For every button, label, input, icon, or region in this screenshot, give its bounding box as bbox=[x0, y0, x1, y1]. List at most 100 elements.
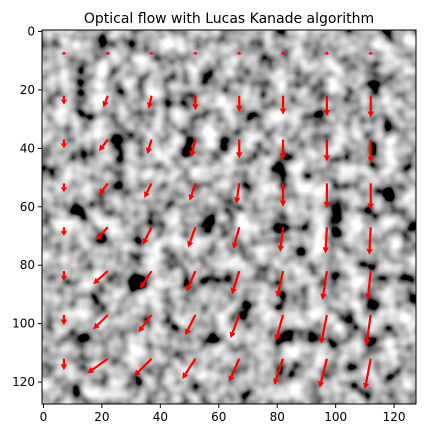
flow-arrow bbox=[188, 183, 197, 201]
flow-arrow-head bbox=[192, 53, 199, 55]
flow-arrow-head bbox=[182, 372, 189, 380]
x-tick-label: 20 bbox=[94, 410, 109, 424]
flow-arrow-head bbox=[144, 191, 150, 198]
y-tick-label: 0 bbox=[27, 24, 35, 38]
flow-arrow-head bbox=[367, 53, 374, 55]
flow-arrow-shaft bbox=[186, 314, 197, 331]
flow-arrow bbox=[279, 139, 287, 160]
flow-arrow-head bbox=[236, 105, 243, 112]
flow-arrow-head bbox=[236, 152, 243, 159]
flow-arrow bbox=[192, 51, 199, 55]
flow-arrow-head bbox=[148, 53, 155, 55]
flow-arrow-shaft bbox=[137, 357, 153, 373]
flow-arrow bbox=[317, 358, 328, 388]
flow-arrow-head bbox=[231, 242, 239, 249]
flow-arrow-head bbox=[323, 155, 331, 162]
flow-arrow bbox=[275, 270, 285, 298]
flow-arrow-shaft bbox=[146, 182, 153, 194]
flow-arrow bbox=[236, 95, 243, 112]
flow-arrow-head bbox=[323, 53, 331, 55]
flow-arrow bbox=[320, 270, 328, 301]
plot-area bbox=[42, 30, 416, 404]
flow-arrow-head bbox=[186, 284, 193, 292]
flow-arrow bbox=[367, 51, 374, 55]
flow-arrow bbox=[273, 358, 285, 385]
flow-arrow-shaft bbox=[366, 314, 372, 340]
flow-arrow-head bbox=[320, 293, 327, 301]
x-tick-label: 80 bbox=[270, 410, 285, 424]
flow-arrow-head bbox=[367, 156, 374, 163]
flow-arrow bbox=[230, 270, 241, 295]
x-tick-label: 0 bbox=[40, 410, 48, 424]
flow-arrow bbox=[364, 314, 372, 346]
flow-arrow-head bbox=[60, 187, 68, 193]
flow-arrow-head bbox=[322, 247, 329, 254]
flow-arrow-shaft bbox=[320, 358, 328, 383]
flow-arrow bbox=[322, 227, 329, 254]
y-tick-label: 60 bbox=[20, 200, 35, 214]
x-tick-label: 100 bbox=[324, 410, 347, 424]
grayscale-image bbox=[42, 30, 416, 404]
flow-arrow bbox=[367, 95, 374, 118]
flow-arrow-head bbox=[317, 381, 325, 388]
flow-arrow bbox=[365, 270, 372, 301]
flow-arrow-shaft bbox=[276, 314, 285, 336]
x-tick-label: 40 bbox=[153, 410, 168, 424]
flow-arrow bbox=[319, 314, 328, 344]
flow-arrow bbox=[231, 226, 241, 249]
flow-arrow-head bbox=[234, 197, 241, 204]
flow-arrow bbox=[102, 95, 109, 108]
flow-arrow bbox=[144, 182, 153, 198]
flow-arrow-head bbox=[236, 53, 243, 55]
flow-arrow-shaft bbox=[231, 314, 241, 333]
flow-arrow-shaft bbox=[279, 227, 285, 247]
flow-arrow bbox=[96, 226, 109, 241]
flow-arrow-head bbox=[60, 99, 68, 105]
flow-arrow bbox=[146, 95, 154, 109]
flow-arrow bbox=[60, 271, 68, 282]
flow-arrow-head bbox=[279, 53, 287, 55]
flow-arrow-head bbox=[134, 369, 141, 377]
y-tick-label: 40 bbox=[20, 141, 35, 155]
quiver-arrows bbox=[60, 51, 374, 390]
flow-arrow-head bbox=[279, 200, 287, 207]
flow-arrow-shaft bbox=[148, 95, 153, 104]
flow-arrow bbox=[323, 51, 331, 55]
flow-arrow-shaft bbox=[96, 314, 109, 326]
x-tick-label: 120 bbox=[383, 410, 406, 424]
flow-arrow-head bbox=[273, 378, 280, 385]
flow-arrow-shaft bbox=[101, 138, 109, 148]
flow-arrow bbox=[367, 183, 374, 210]
flow-arrow bbox=[142, 226, 153, 245]
plot-frame bbox=[41, 29, 417, 405]
flow-arrow bbox=[362, 358, 372, 390]
flow-arrow bbox=[99, 182, 109, 195]
flow-arrow bbox=[323, 139, 331, 162]
flow-arrow-shaft bbox=[367, 270, 372, 295]
flow-arrow-head bbox=[93, 277, 100, 285]
flow-arrow-shaft bbox=[147, 139, 153, 149]
flow-arrow-shaft bbox=[188, 270, 197, 287]
flow-arrow bbox=[138, 314, 153, 333]
flow-arrow bbox=[279, 51, 287, 55]
flow-arrow-shaft bbox=[275, 358, 285, 380]
x-axis: 0 20 40 60 80 100 120 bbox=[40, 404, 406, 424]
flow-arrow bbox=[323, 183, 331, 209]
flow-arrow bbox=[277, 227, 285, 252]
flow-arrow-head bbox=[138, 325, 145, 333]
flow-arrow-head bbox=[229, 331, 236, 339]
flow-arrow bbox=[139, 270, 153, 289]
flow-arrow bbox=[93, 270, 109, 285]
flow-arrow bbox=[366, 227, 373, 255]
flow-arrow bbox=[60, 227, 68, 236]
flow-arrow-shaft bbox=[184, 358, 197, 375]
flow-arrow bbox=[192, 95, 199, 111]
flow-arrow-head bbox=[189, 150, 196, 157]
flow-arrow bbox=[148, 51, 155, 55]
flow-arrow bbox=[234, 183, 241, 204]
flow-arrow-head bbox=[365, 293, 372, 301]
flow-arrow bbox=[60, 358, 68, 371]
flow-arrow-head bbox=[366, 248, 373, 255]
flow-arrow bbox=[279, 95, 287, 115]
flow-arrow bbox=[104, 51, 111, 55]
